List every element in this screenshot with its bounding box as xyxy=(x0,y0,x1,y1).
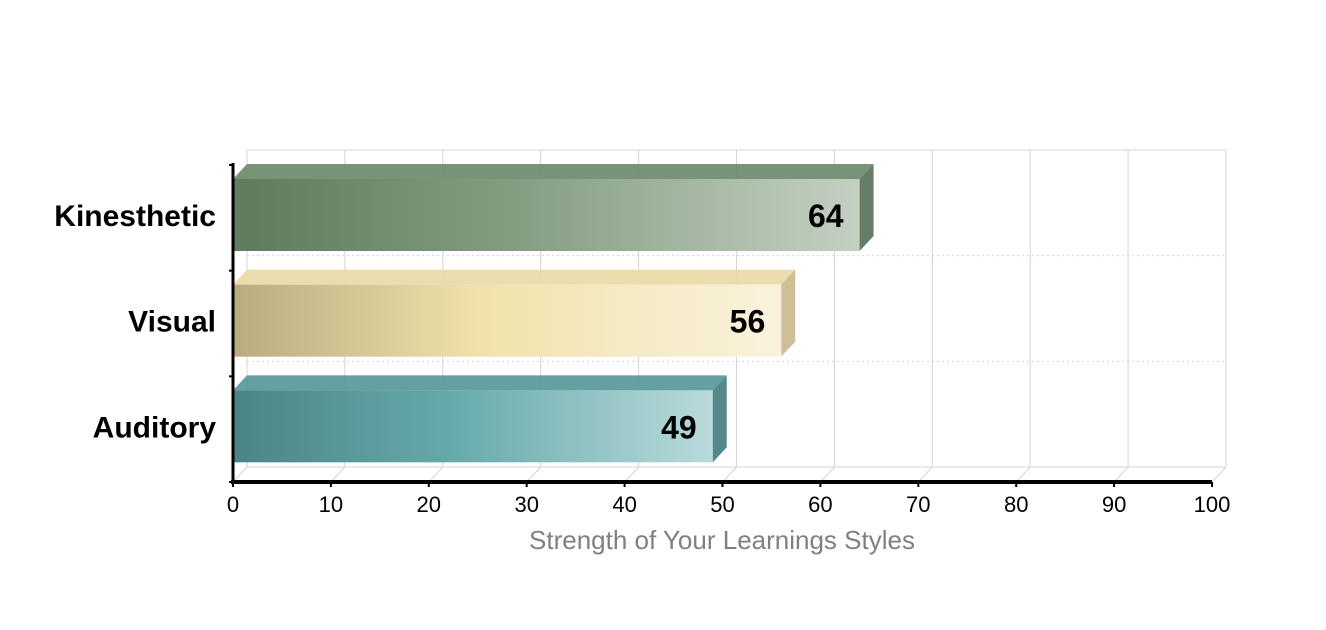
bar-side-face xyxy=(859,164,874,251)
bar-side-face xyxy=(781,269,796,357)
bar-front-face xyxy=(233,179,860,251)
floor-gridline xyxy=(1113,466,1129,483)
category-labels: Kinesthetic Visual Auditory xyxy=(54,200,216,444)
bars xyxy=(233,164,874,463)
bar-kinesthetic xyxy=(233,164,874,251)
category-label: Visual xyxy=(128,306,216,339)
x-tick-labels: 0 10 20 30 40 50 60 70 80 90 100 xyxy=(227,492,1230,517)
floor-gridline xyxy=(232,466,248,483)
value-labels: 64 56 49 xyxy=(661,198,844,445)
floor-gridline xyxy=(1211,466,1227,483)
x-tick-label: 0 xyxy=(227,492,239,517)
bar-top-face xyxy=(233,375,727,391)
axes xyxy=(229,163,1213,487)
bar-side-shade xyxy=(781,269,796,357)
x-tick-label: 10 xyxy=(319,492,343,517)
category-label: Kinesthetic xyxy=(54,200,216,233)
x-tick-label: 20 xyxy=(417,492,441,517)
floor-gridline xyxy=(722,466,737,483)
category-label: Auditory xyxy=(93,411,217,444)
value-label: 56 xyxy=(730,304,766,340)
x-tick-label: 60 xyxy=(808,492,832,517)
x-tick-label: 50 xyxy=(710,492,734,517)
bar-top-face xyxy=(233,269,796,285)
x-tick-label: 70 xyxy=(906,492,930,517)
floor-gridline xyxy=(1015,466,1031,483)
bar-side-shade xyxy=(859,164,874,251)
floor-gridline xyxy=(526,466,542,483)
floor-gridline xyxy=(624,466,639,483)
bar-side-face xyxy=(712,375,727,463)
floor-gridline xyxy=(820,466,835,483)
bar-front-face xyxy=(233,284,782,357)
bar-side-shade xyxy=(712,375,727,463)
bar-visual xyxy=(233,269,796,357)
bar-auditory xyxy=(233,375,727,463)
x-tick-label: 30 xyxy=(514,492,538,517)
bar-top-face xyxy=(233,164,874,179)
bar-front-face xyxy=(233,390,713,463)
value-label: 49 xyxy=(661,409,697,445)
x-tick-label: 80 xyxy=(1004,492,1028,517)
x-tick-label: 40 xyxy=(612,492,636,517)
x-tick-label: 90 xyxy=(1102,492,1126,517)
floor-gridline xyxy=(330,466,346,483)
floor-gridline xyxy=(428,466,444,483)
floor-gridline xyxy=(917,466,933,483)
value-label: 64 xyxy=(808,198,844,234)
x-tick-label: 100 xyxy=(1194,492,1231,517)
x-axis-title: Strength of Your Learnings Styles xyxy=(529,525,915,555)
